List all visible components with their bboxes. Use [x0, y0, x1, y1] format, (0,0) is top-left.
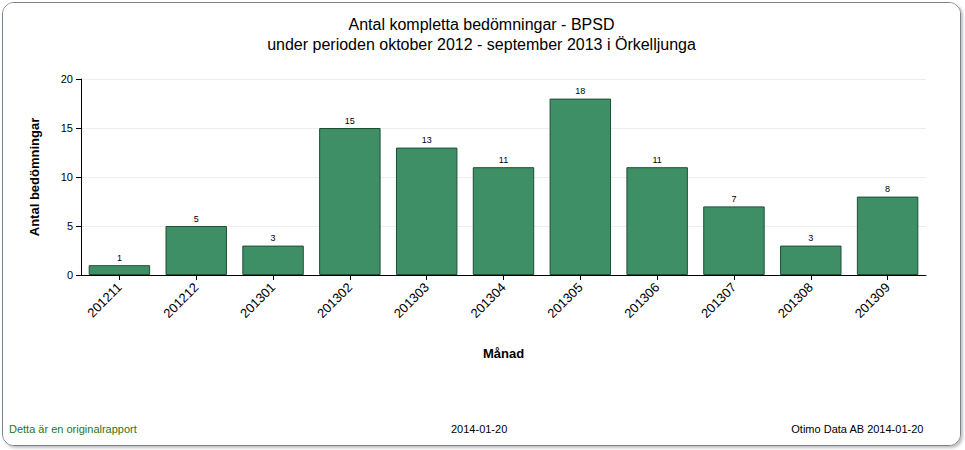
- svg-text:Otimo Data AB 2014-01-20: Otimo Data AB 2014-01-20: [791, 423, 923, 435]
- svg-text:Detta är en originalrapport: Detta är en originalrapport: [9, 423, 137, 435]
- svg-text:18: 18: [575, 86, 585, 96]
- svg-text:201212: 201212: [160, 280, 201, 321]
- svg-text:3: 3: [271, 233, 276, 243]
- svg-text:10: 10: [61, 171, 73, 183]
- svg-text:20: 20: [61, 73, 73, 85]
- svg-text:Månad: Månad: [483, 346, 524, 361]
- svg-text:201303: 201303: [391, 280, 432, 321]
- svg-text:201306: 201306: [621, 280, 662, 321]
- svg-text:2014-01-20: 2014-01-20: [451, 423, 507, 435]
- svg-text:0: 0: [67, 269, 73, 281]
- svg-text:201304: 201304: [468, 280, 509, 321]
- svg-text:201305: 201305: [544, 280, 585, 321]
- svg-text:5: 5: [194, 214, 199, 224]
- svg-text:13: 13: [422, 135, 432, 145]
- svg-text:201301: 201301: [237, 280, 278, 321]
- svg-text:1: 1: [117, 253, 122, 263]
- svg-text:201211: 201211: [84, 280, 125, 321]
- svg-text:7: 7: [731, 194, 736, 204]
- svg-text:15: 15: [61, 122, 73, 134]
- svg-text:11: 11: [652, 155, 661, 165]
- svg-text:3: 3: [808, 233, 813, 243]
- svg-text:15: 15: [345, 116, 355, 126]
- svg-text:Antal kompletta bedömningar -: Antal kompletta bedömningar - BPSD: [349, 16, 615, 33]
- svg-text:5: 5: [67, 220, 73, 232]
- svg-text:201302: 201302: [314, 280, 355, 321]
- svg-text:201307: 201307: [698, 280, 739, 321]
- svg-text:11: 11: [499, 155, 508, 165]
- svg-text:Antal bedömningar: Antal bedömningar: [27, 118, 42, 236]
- svg-text:201309: 201309: [852, 280, 893, 321]
- svg-text:201308: 201308: [775, 280, 816, 321]
- svg-text:8: 8: [885, 184, 890, 194]
- svg-text:under perioden oktober 2012 -: under perioden oktober 2012 - september …: [267, 36, 696, 53]
